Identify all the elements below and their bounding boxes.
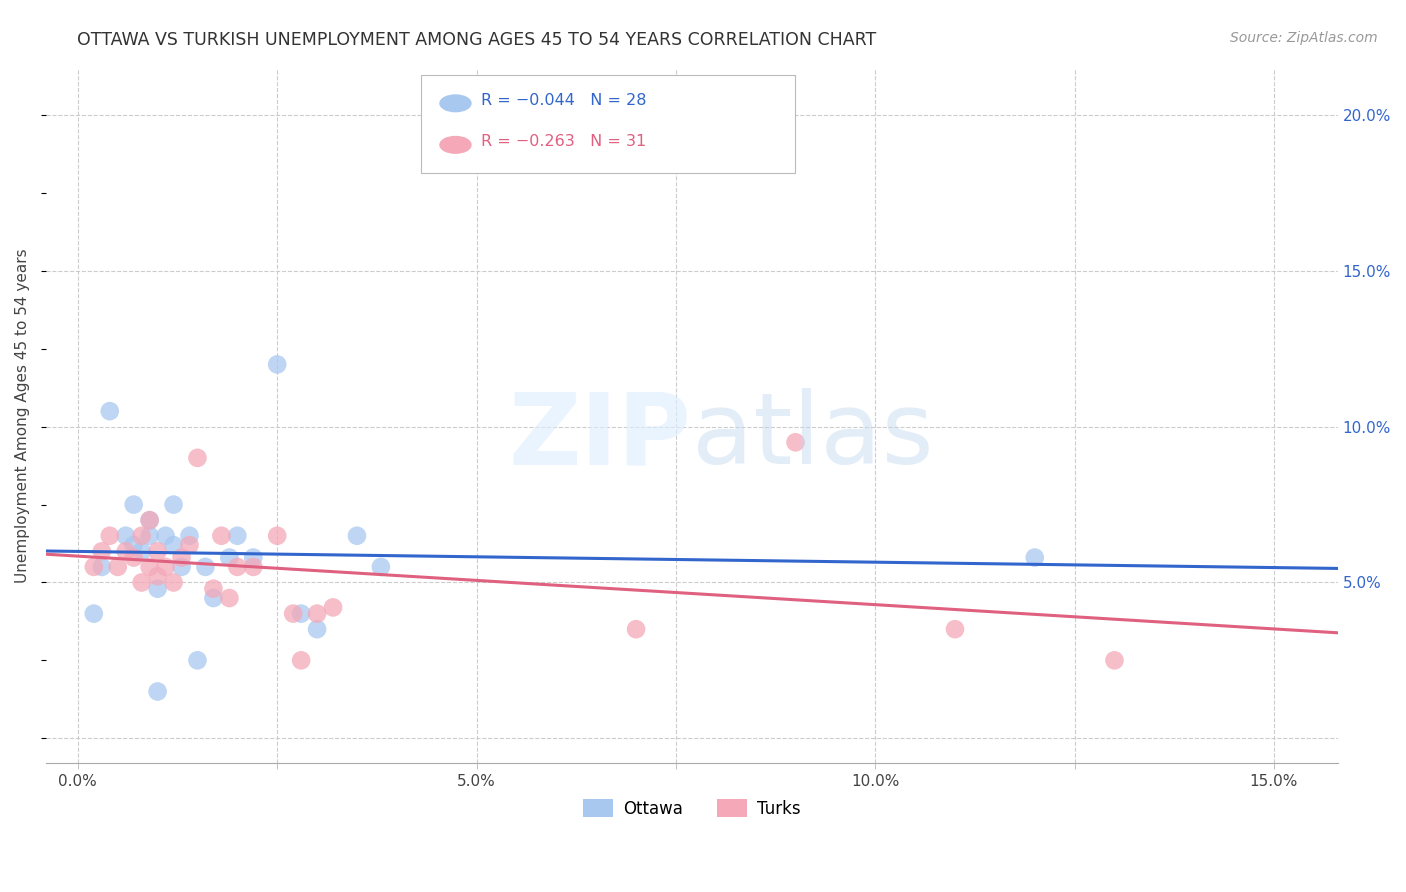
Point bbox=[98, 404, 121, 418]
Point bbox=[155, 529, 177, 543]
Point bbox=[179, 538, 201, 552]
Point bbox=[131, 529, 153, 543]
Text: Source: ZipAtlas.com: Source: ZipAtlas.com bbox=[1230, 31, 1378, 45]
Text: OTTAWA VS TURKISH UNEMPLOYMENT AMONG AGES 45 TO 54 YEARS CORRELATION CHART: OTTAWA VS TURKISH UNEMPLOYMENT AMONG AGE… bbox=[77, 31, 876, 49]
Point bbox=[290, 607, 312, 621]
Point bbox=[170, 550, 193, 565]
Point bbox=[322, 600, 344, 615]
Y-axis label: Unemployment Among Ages 45 to 54 years: Unemployment Among Ages 45 to 54 years bbox=[15, 249, 30, 583]
Text: R = −0.044   N = 28: R = −0.044 N = 28 bbox=[481, 93, 647, 108]
Point bbox=[138, 513, 160, 527]
Point bbox=[186, 653, 208, 667]
Point bbox=[266, 358, 288, 372]
Point bbox=[146, 582, 169, 596]
Point bbox=[122, 550, 145, 565]
Legend: Ottawa, Turks: Ottawa, Turks bbox=[576, 793, 807, 824]
Point bbox=[226, 560, 249, 574]
Point bbox=[138, 513, 160, 527]
Point bbox=[346, 529, 368, 543]
Point bbox=[138, 529, 160, 543]
Point bbox=[283, 607, 305, 621]
Point bbox=[83, 560, 105, 574]
Text: ZIP: ZIP bbox=[509, 388, 692, 485]
Point bbox=[307, 622, 329, 636]
Text: R = −0.263   N = 31: R = −0.263 N = 31 bbox=[481, 135, 647, 149]
Point bbox=[218, 591, 240, 605]
Point bbox=[624, 622, 647, 636]
Point bbox=[226, 529, 249, 543]
FancyBboxPatch shape bbox=[420, 76, 796, 173]
Point bbox=[122, 498, 145, 512]
Point bbox=[370, 560, 392, 574]
Point bbox=[90, 560, 112, 574]
Text: atlas: atlas bbox=[692, 388, 934, 485]
Point bbox=[266, 529, 288, 543]
Point bbox=[162, 498, 184, 512]
Point bbox=[146, 544, 169, 558]
Point bbox=[131, 575, 153, 590]
Circle shape bbox=[440, 136, 471, 153]
Circle shape bbox=[440, 95, 471, 112]
Point bbox=[307, 607, 329, 621]
Point bbox=[131, 544, 153, 558]
Point bbox=[146, 569, 169, 583]
Point bbox=[218, 550, 240, 565]
Point bbox=[1104, 653, 1126, 667]
Point bbox=[122, 538, 145, 552]
Point bbox=[209, 529, 232, 543]
Point bbox=[162, 575, 184, 590]
Point bbox=[202, 582, 225, 596]
Point bbox=[98, 529, 121, 543]
Point bbox=[114, 529, 136, 543]
Point bbox=[138, 560, 160, 574]
Point bbox=[242, 560, 264, 574]
Point bbox=[90, 544, 112, 558]
Point bbox=[785, 435, 807, 450]
Point bbox=[162, 538, 184, 552]
Point bbox=[290, 653, 312, 667]
Point bbox=[170, 560, 193, 574]
Point bbox=[943, 622, 966, 636]
Point bbox=[1024, 550, 1046, 565]
Point bbox=[186, 450, 208, 465]
Point bbox=[114, 544, 136, 558]
Point bbox=[242, 550, 264, 565]
Point bbox=[194, 560, 217, 574]
Point bbox=[83, 607, 105, 621]
Point bbox=[107, 560, 129, 574]
Point bbox=[146, 684, 169, 698]
Point bbox=[155, 560, 177, 574]
Point bbox=[202, 591, 225, 605]
Point bbox=[179, 529, 201, 543]
